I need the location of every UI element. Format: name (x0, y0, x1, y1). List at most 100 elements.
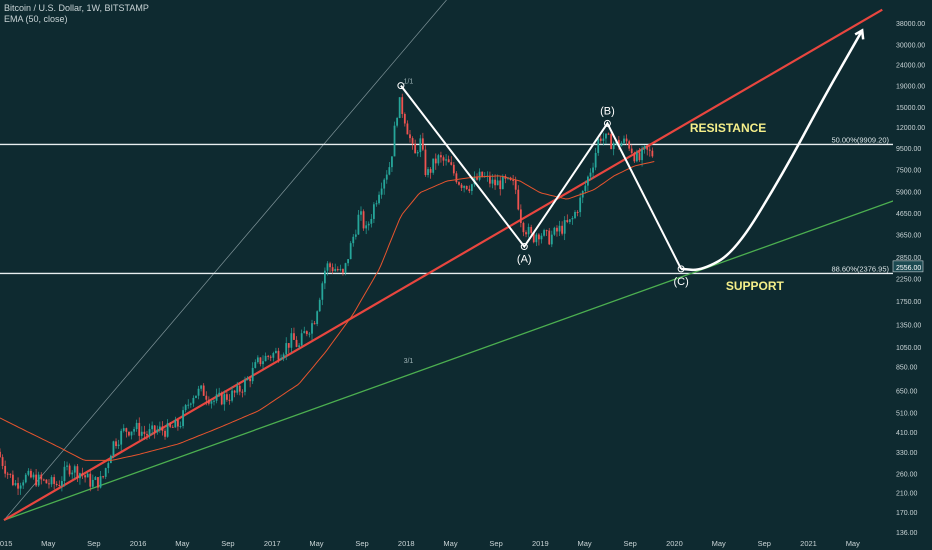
candle-body (540, 235, 543, 240)
candle-body (478, 171, 481, 180)
time-tick-label: May (712, 539, 726, 548)
candle-body (130, 431, 133, 436)
candle-body (40, 474, 43, 480)
candle-body (476, 177, 478, 180)
candle-body (599, 138, 602, 141)
candle-body (174, 419, 177, 428)
time-tick-label: May (309, 539, 323, 548)
candle-body (527, 226, 530, 235)
candle-body (589, 172, 592, 177)
support-trendline (3, 197, 903, 521)
wave-point-marker (520, 243, 528, 251)
candle-body (156, 429, 159, 433)
candle-body (308, 333, 311, 335)
elliott-wave-path (400, 84, 682, 270)
candle-body (22, 482, 25, 486)
candle-body (254, 362, 257, 368)
candle-body (236, 385, 239, 393)
candle-body (568, 219, 571, 222)
candle-body (192, 397, 195, 404)
candle-body (135, 422, 138, 430)
candle-body (14, 483, 17, 486)
candle-body (158, 426, 161, 430)
candle-body (128, 431, 130, 436)
candle-body (329, 263, 331, 268)
candle-body (112, 441, 115, 456)
candle-body (553, 227, 556, 235)
candle-body (182, 410, 184, 427)
candle-body (249, 378, 252, 382)
candle-body (177, 419, 179, 427)
candle-body (525, 232, 527, 235)
candle-body (427, 169, 429, 176)
candle-body (97, 477, 99, 488)
candle-body (628, 141, 631, 149)
candle-body (514, 180, 517, 190)
ema-50-line (0, 161, 655, 461)
price-tick-label: 850.00 (896, 364, 918, 371)
candle-body (354, 234, 357, 237)
candle-body (298, 345, 301, 347)
candle-body (73, 466, 76, 473)
time-tick-label: 2015 (0, 539, 12, 548)
candle-body (161, 426, 164, 431)
time-axis[interactable]: 2015 May Sep 2016 May Sep 2017 May Sep 2018 May Sep… (0, 536, 932, 550)
candle-body (388, 167, 391, 175)
candle-body (442, 157, 445, 161)
price-tick-label: 30000.00 (896, 42, 925, 49)
candle-body (424, 149, 427, 176)
candle-body (643, 145, 646, 149)
candle-body (437, 155, 440, 164)
candle-body (336, 268, 339, 271)
candle-body (344, 263, 347, 273)
time-tick-label: 2020 (666, 539, 683, 548)
indicator-label[interactable]: EMA (50, close) (4, 14, 68, 24)
candle-body (195, 395, 197, 398)
candle-body (635, 152, 638, 162)
candle-body (633, 152, 636, 162)
price-tick-label: 24000.00 (896, 62, 925, 69)
candle-body (109, 455, 112, 464)
candle-body (262, 361, 264, 365)
candle-body (24, 474, 27, 483)
candle-body (91, 479, 94, 487)
price-tick-label: 650.00 (896, 389, 918, 396)
candle-body (140, 431, 143, 436)
candle-body (99, 476, 102, 488)
time-tick-label: 2017 (264, 539, 281, 548)
candle-body (37, 474, 40, 486)
candle-body (517, 189, 520, 210)
candle-body (272, 353, 275, 358)
candle-body (267, 355, 270, 357)
candle-body (287, 343, 290, 348)
price-tick-label: 510.00 (896, 410, 918, 417)
candle-body (48, 483, 50, 485)
candle-body (372, 204, 375, 219)
candle-body (401, 97, 404, 114)
candle-body (4, 465, 7, 474)
candle-body (117, 444, 120, 446)
price-axis[interactable]: 38000.00 30000.00 24000.00 19000.00 15000.00… (892, 0, 932, 550)
candle-body (6, 473, 9, 475)
candle-body (138, 422, 141, 436)
price-tick-label: 410.00 (896, 430, 918, 437)
candle-body (365, 225, 368, 229)
candle-body (120, 430, 123, 445)
candle-body (305, 331, 308, 335)
price-tick-label: 210.00 (896, 491, 918, 498)
candle-body (125, 428, 128, 432)
symbol-title[interactable]: Bitcoin / U.S. Dollar, 1W, BITSTAMP (4, 3, 149, 13)
candle-body (481, 171, 484, 177)
candle-body (648, 149, 651, 151)
candle-body (76, 466, 79, 479)
time-tick-label: Sep (624, 539, 637, 548)
price-tick-label: 5900.00 (896, 189, 921, 196)
candle-body (231, 390, 233, 401)
candle-body (295, 339, 298, 347)
candle-body (30, 470, 32, 478)
time-tick-label: May (443, 539, 457, 548)
candle-body (251, 367, 254, 382)
price-tick-label: 1750.00 (896, 299, 921, 306)
current-price-label: 2556.00 (896, 265, 921, 272)
